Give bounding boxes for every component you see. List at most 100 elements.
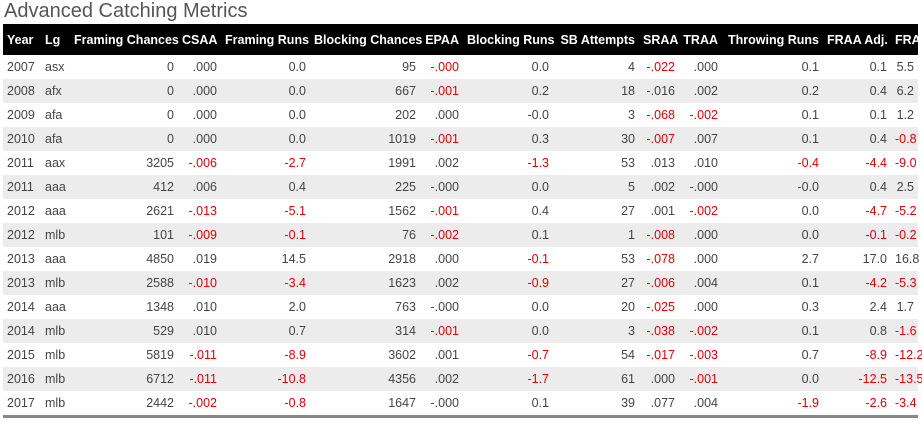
cell-fraa: -5.3 [895, 276, 917, 290]
cell-blocking-runs: -1.3 [527, 156, 549, 170]
cell-framing-runs: 0.0 [288, 84, 306, 98]
cell-lg: afa [45, 108, 63, 122]
cell-fraa: -12.2 [895, 348, 922, 362]
cell-blocking-chances: 225 [395, 180, 416, 194]
cell-csaa: .010 [192, 324, 217, 338]
cell-traa: .007 [693, 132, 718, 146]
cell-fraa-adj: 0.4 [869, 180, 887, 194]
cell-blocking-runs: -0.1 [527, 252, 549, 266]
cell-framing-runs: -8.9 [284, 348, 306, 362]
cell-year: 2014 [7, 324, 35, 338]
cell-csaa: .000 [192, 108, 217, 122]
column-header-sraa[interactable]: SRAA [643, 32, 679, 47]
cell-framing-runs: 0.4 [288, 180, 306, 194]
cell-sraa: -.016 [646, 84, 676, 98]
cell-framing-chances: 3205 [146, 156, 174, 170]
cell-sraa: -.025 [646, 300, 676, 314]
cell-year: 2008 [7, 84, 35, 98]
cell-csaa: .019 [192, 252, 217, 266]
column-header-blocking-chances[interactable]: Blocking Chances [314, 32, 423, 47]
column-header-blocking-runs[interactable]: Blocking Runs [467, 32, 555, 47]
cell-throwing-runs: 0.0 [801, 372, 819, 386]
column-header-year[interactable]: Year [7, 32, 34, 47]
column-header-sb-attempts[interactable]: SB Attempts [560, 32, 635, 47]
cell-blocking-chances: 3602 [388, 348, 416, 362]
column-header-epaa[interactable]: EPAA [425, 32, 459, 47]
cell-blocking-runs: 0.4 [531, 204, 549, 218]
cell-blocking-chances: 1647 [388, 396, 416, 410]
cell-csaa: .000 [192, 84, 217, 98]
cell-framing-runs: -0.1 [284, 228, 306, 242]
cell-epaa: .000 [434, 252, 459, 266]
cell-fraa-adj: -8.9 [865, 348, 887, 362]
cell-framing-chances: 529 [153, 324, 174, 338]
cell-sraa: -.068 [646, 108, 676, 122]
catching-metrics-table: Year Lg Framing Chances CSAA Framing Runs Blo… [3, 24, 922, 415]
table-bottom-rule [3, 415, 918, 418]
cell-fraa: -3.4 [895, 396, 917, 410]
column-header-lg[interactable]: Lg [45, 32, 61, 47]
cell-year: 2012 [7, 228, 35, 242]
cell-fraa-adj: 17.0 [862, 252, 887, 266]
cell-throwing-runs: 0.1 [801, 276, 819, 290]
cell-epaa: -.001 [430, 204, 460, 218]
column-header-traa[interactable]: TRAA [683, 32, 718, 47]
column-header-framing-runs[interactable]: Framing Runs [225, 32, 310, 47]
cell-year: 2014 [7, 300, 35, 314]
cell-blocking-chances: 1019 [388, 132, 416, 146]
cell-csaa: -.010 [188, 276, 218, 290]
cell-traa: .000 [693, 228, 718, 242]
cell-fraa-adj: -2.6 [865, 396, 887, 410]
cell-throwing-runs: 0.7 [801, 348, 819, 362]
cell-framing-chances: 0 [167, 108, 174, 122]
cell-fraa-adj: -0.1 [865, 228, 887, 242]
column-header-csaa[interactable]: CSAA [182, 32, 218, 47]
cell-epaa: -.002 [430, 228, 460, 242]
cell-lg: mlb [45, 228, 66, 242]
cell-sraa: .001 [650, 204, 675, 218]
cell-sraa: -.017 [646, 348, 676, 362]
header-row: Year Lg Framing Chances CSAA Framing Runs Blo… [3, 24, 922, 55]
table-row: 2011 aax 3205 -.006 -2.7 1991 .002 -1.3 53 .013 .0… [3, 151, 918, 175]
cell-blocking-chances: 763 [395, 300, 416, 314]
column-header-fraa-adj[interactable]: FRAA Adj. [827, 32, 888, 47]
cell-sraa: .000 [650, 372, 675, 386]
cell-fraa: -13.5 [895, 372, 922, 386]
column-header-framing-chances[interactable]: Framing Chances [74, 32, 179, 47]
cell-sb-attempts: 18 [621, 84, 635, 98]
column-header-throwing-runs[interactable]: Throwing Runs [728, 32, 819, 47]
cell-sraa: -.022 [646, 60, 676, 74]
cell-blocking-runs: 0.2 [531, 84, 549, 98]
table-row: 2012 aaa 2621 -.013 -5.1 1562 -.001 0.4 27 .001 -.… [3, 199, 918, 223]
cell-framing-chances: 4850 [146, 252, 174, 266]
cell-framing-runs: 0.0 [288, 108, 306, 122]
column-header-fraa[interactable]: FRAA [895, 32, 922, 47]
cell-blocking-runs: -0.9 [527, 276, 549, 290]
cell-year: 2010 [7, 132, 35, 146]
cell-sraa: -.008 [646, 228, 676, 242]
table-row: 2016 mlb 6712 -.011 -10.8 4356.002 -1.7 61.000-… [3, 367, 922, 391]
cell-fraa-adj: 0.8 [869, 324, 887, 338]
cell-year: 2011 [7, 180, 34, 194]
cell-fraa: -1.6 [895, 324, 917, 338]
cell-lg: mlb [45, 372, 66, 386]
cell-sraa: -.038 [646, 324, 676, 338]
cell-fraa: 1.2 [896, 108, 914, 122]
table-body: 2007 asx 0.000 0.0 95 -.000 0.0 4 -.022.000 0.1 0.… [3, 55, 922, 415]
cell-epaa: -.000 [430, 300, 460, 314]
cell-throwing-runs: 0.2 [801, 84, 819, 98]
cell-year: 2013 [7, 252, 35, 266]
cell-blocking-runs: 0.1 [531, 228, 549, 242]
cell-lg: aaa [45, 204, 66, 218]
cell-year: 2007 [7, 60, 35, 74]
cell-sb-attempts: 39 [621, 396, 635, 410]
cell-blocking-runs: -1.7 [527, 372, 549, 386]
cell-blocking-chances: 95 [402, 60, 416, 74]
cell-framing-chances: 2621 [146, 204, 174, 218]
cell-traa: -.001 [689, 372, 719, 386]
cell-sraa: .013 [650, 156, 675, 170]
cell-fraa: 16.8 [895, 252, 920, 266]
cell-throwing-runs: 0.3 [801, 300, 819, 314]
cell-fraa: 1.7 [896, 300, 914, 314]
cell-epaa: .000 [434, 108, 459, 122]
